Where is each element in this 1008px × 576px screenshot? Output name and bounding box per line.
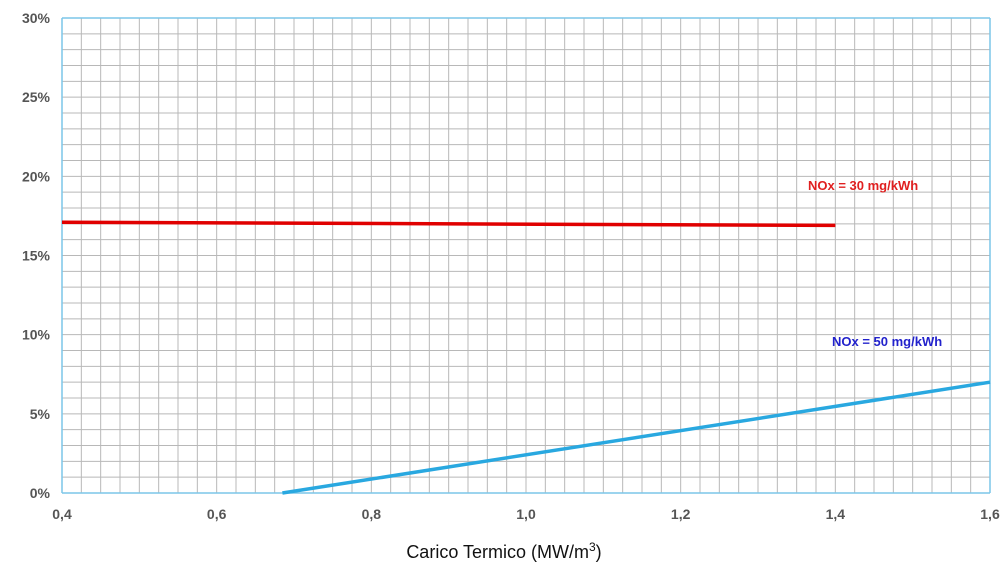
x-axis-ticks: 0,4 0,6 0,8 1,0 1,2 1,4 1,6	[52, 506, 1000, 522]
x-tick-label: 0,8	[362, 506, 382, 522]
x-tick-label: 1,0	[516, 506, 536, 522]
chart-axes	[61, 17, 991, 494]
x-tick-label: 0,4	[52, 506, 72, 522]
x-axis-label-superscript: 3	[588, 540, 596, 554]
y-tick-label: 25%	[22, 89, 51, 105]
x-tick-label: 0,6	[207, 506, 227, 522]
y-tick-label: 20%	[22, 168, 51, 184]
y-tick-label: 10%	[22, 327, 51, 343]
y-axis-ticks: 0% 5% 10% 15% 20% 25% 30%	[22, 10, 51, 501]
y-tick-label: 0%	[30, 485, 51, 501]
chart-series	[61, 220, 991, 495]
x-axis-label: Carico Termico (MW/m3)	[0, 540, 1008, 563]
x-tick-label: 1,2	[671, 506, 691, 522]
series-label-nox-50: NOx = 50 mg/kWh	[832, 334, 942, 349]
x-axis-label-text: Carico Termico (MW/m	[406, 542, 589, 562]
x-tick-label: 1,6	[980, 506, 1000, 522]
y-tick-label: 15%	[22, 248, 51, 264]
series-line-nox-30	[61, 220, 836, 228]
chart-grid	[61, 17, 991, 494]
y-tick-label: 5%	[30, 406, 51, 422]
series-line-nox-50	[282, 380, 991, 495]
series-labels: NOx = 30 mg/kWh NOx = 50 mg/kWh	[808, 178, 942, 349]
y-tick-label: 30%	[22, 10, 51, 26]
x-tick-label: 1,4	[826, 506, 846, 522]
x-axis-label-close: )	[595, 542, 602, 562]
series-label-nox-30: NOx = 30 mg/kWh	[808, 178, 918, 193]
